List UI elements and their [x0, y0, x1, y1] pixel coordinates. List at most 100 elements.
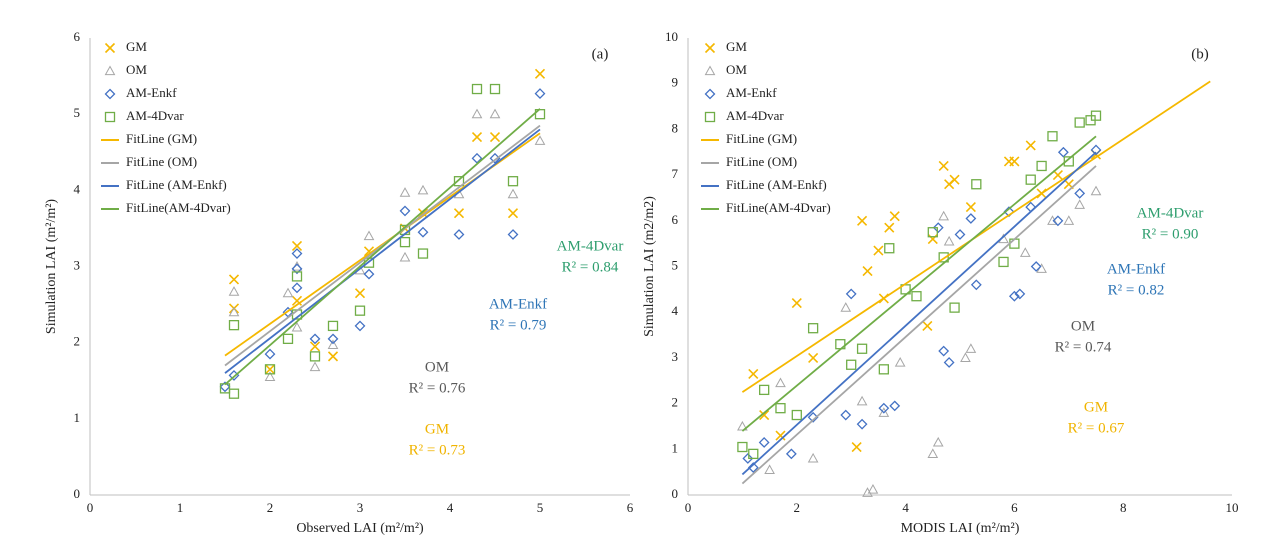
y-tick-label: 6 [74, 29, 81, 44]
point [927, 227, 938, 238]
point [748, 448, 759, 460]
point [507, 229, 519, 240]
point [471, 108, 483, 119]
annotation: AM-4Dvar [1137, 205, 1204, 221]
point [399, 187, 411, 197]
point [938, 210, 950, 221]
annotation: R² = 0.90 [1142, 226, 1199, 242]
point [1030, 261, 1042, 272]
annotation: GM [1084, 399, 1108, 415]
x-tick-label: 0 [87, 500, 94, 515]
legend-label: FitLine (OM) [726, 154, 797, 169]
legend-symbol [704, 65, 716, 76]
legend-label: OM [726, 62, 747, 77]
point [471, 131, 483, 143]
point [291, 248, 303, 259]
annotation: R² = 0.74 [1055, 339, 1112, 355]
point [927, 234, 938, 245]
point [534, 68, 546, 79]
x-tick-label: 0 [685, 500, 692, 515]
point [884, 222, 895, 233]
annotation: AM-Enkf [489, 296, 547, 312]
point [507, 188, 519, 199]
point [889, 211, 900, 222]
point [291, 271, 303, 282]
point [742, 453, 754, 464]
legend-symbol [704, 111, 716, 123]
point [807, 323, 819, 334]
y-tick-label: 3 [74, 257, 81, 272]
legend-label: FitLine(AM-4Dvar) [126, 200, 231, 215]
x-tick-label: 1 [177, 500, 184, 515]
y-tick-label: 2 [672, 395, 679, 410]
legend-label: AM-Enkf [726, 85, 777, 100]
point [949, 302, 960, 313]
point [878, 364, 889, 375]
point [857, 215, 868, 226]
point [354, 305, 366, 316]
panel-label: (a) [592, 46, 609, 62]
point [264, 371, 276, 382]
point [228, 274, 240, 285]
point [1025, 201, 1037, 213]
annotation: GM [425, 421, 449, 437]
point [309, 341, 321, 352]
point [471, 83, 483, 95]
fit-line [741, 135, 1097, 432]
point [1025, 174, 1036, 185]
point [489, 108, 501, 119]
point [228, 319, 240, 331]
point [1025, 140, 1036, 151]
legend-symbol [704, 42, 716, 54]
y-tick-label: 9 [672, 75, 679, 90]
panel: 0 2 4 6 8 10 0 1 2 3 4 5 6 7 8 9 10 MODIS LAI (m²/m²) Simu… [642, 29, 1238, 536]
point [791, 409, 802, 421]
point [327, 339, 339, 350]
point [785, 448, 797, 460]
point [808, 352, 819, 363]
y-tick-label: 2 [74, 334, 81, 349]
point [417, 226, 429, 238]
point [1036, 160, 1047, 172]
point [399, 251, 411, 262]
y-tick-label: 1 [672, 440, 679, 455]
point [862, 487, 873, 497]
x-tick-label: 4 [902, 500, 909, 515]
point [291, 263, 303, 275]
legend-symbol [104, 88, 116, 100]
x-tick-label: 2 [794, 500, 801, 515]
point [922, 320, 933, 331]
point [228, 286, 240, 296]
point [534, 135, 546, 145]
point [970, 279, 982, 291]
point [534, 88, 546, 100]
annotation: OM [425, 359, 449, 375]
legend-label: AM-4Dvar [126, 108, 184, 123]
point [291, 295, 303, 306]
point [954, 229, 966, 240]
point [971, 179, 982, 190]
point [873, 245, 884, 256]
y-tick-label: 6 [672, 212, 679, 227]
point [1009, 238, 1020, 249]
legend-label: GM [126, 39, 147, 54]
point [291, 240, 303, 252]
point [264, 364, 276, 375]
annotation: R² = 0.82 [1108, 282, 1165, 298]
annotation: R² = 0.79 [490, 317, 547, 333]
point [759, 384, 770, 396]
point [1074, 117, 1085, 128]
point [965, 202, 976, 213]
point [862, 266, 873, 277]
point [943, 357, 955, 368]
point [291, 260, 303, 271]
point [856, 418, 868, 430]
point [758, 437, 770, 448]
point [354, 320, 366, 332]
legend-label: GM [726, 39, 747, 54]
point [894, 356, 906, 367]
x-tick-label: 5 [537, 500, 544, 515]
annotation: AM-Enkf [1107, 261, 1165, 277]
point [1014, 288, 1026, 300]
legend-label: AM-4Dvar [726, 108, 784, 123]
